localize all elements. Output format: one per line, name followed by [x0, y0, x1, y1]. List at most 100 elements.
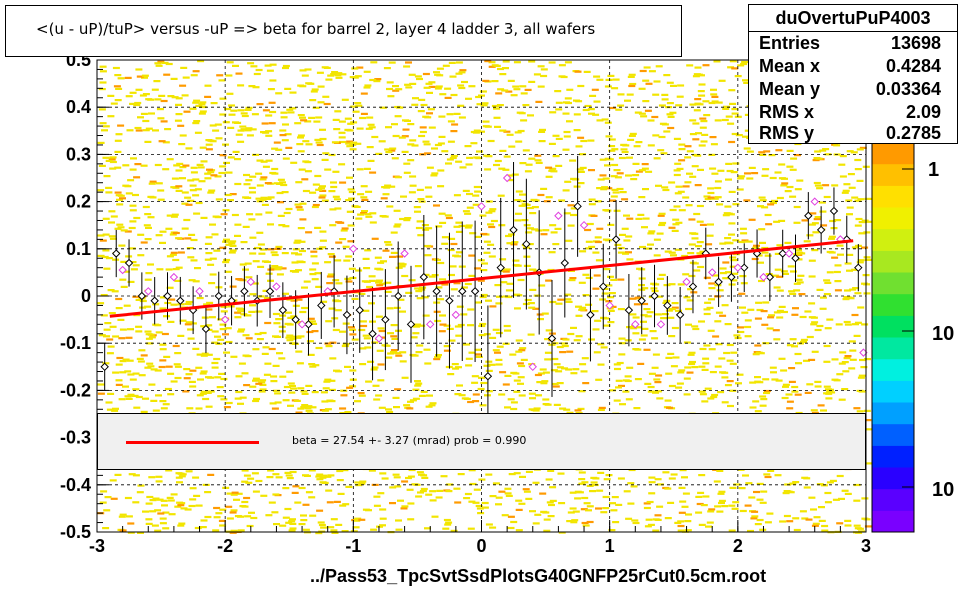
scatter-cell [137, 360, 145, 363]
scatter-cell [249, 191, 256, 194]
scatter-cell [301, 306, 309, 310]
scatter-cell [539, 368, 547, 371]
scatter-cell [393, 406, 400, 409]
scatter-cell [297, 84, 305, 87]
scatter-cell [200, 354, 208, 357]
scatter-cell [508, 145, 516, 148]
scatter-cell [593, 274, 601, 277]
scatter-cell [754, 523, 762, 526]
scatter-cell [651, 366, 659, 369]
scatter-cell [469, 482, 477, 486]
scatter-cell [491, 80, 499, 83]
scatter-cell [628, 468, 636, 472]
scatter-cell [109, 160, 117, 164]
scatter-cell [373, 80, 381, 83]
scatter-cell [394, 388, 402, 391]
scatter-cell [455, 230, 463, 233]
scatter-cell [222, 261, 230, 264]
scatter-cell [294, 336, 302, 339]
scatter-cell [104, 322, 112, 325]
scatter-cell [519, 347, 527, 350]
scatter-cell [290, 315, 298, 318]
scatter-cell [594, 319, 602, 322]
scatter-cell [119, 328, 127, 331]
scatter-cell [153, 80, 161, 83]
scatter-cell [567, 511, 575, 514]
scatter-cell [793, 221, 801, 224]
scatter-cell [414, 323, 421, 326]
scatter-cell [359, 320, 367, 323]
scatter-cell [215, 342, 223, 345]
scatter-cell [731, 507, 739, 510]
profile-magenta-marker [502, 173, 512, 183]
scatter-cell [389, 486, 397, 489]
scatter-cell [629, 82, 637, 86]
scatter-cell [248, 310, 256, 313]
profile-magenta-marker [195, 287, 204, 296]
scatter-cell [230, 109, 238, 112]
scatter-cell [305, 409, 313, 412]
scatter-cell [290, 161, 298, 164]
scatter-cell [744, 319, 752, 322]
scatter-cell [155, 234, 163, 237]
scatter-cell [166, 255, 174, 258]
scatter-cell [621, 227, 629, 230]
scatter-cell [259, 388, 267, 391]
scatter-cell [617, 308, 625, 311]
scatter-cell [383, 186, 391, 189]
scatter-cell [857, 376, 865, 379]
scatter-cell [838, 497, 845, 500]
scatter-cell [125, 336, 133, 339]
scatter-cell [115, 297, 123, 301]
scatter-cell [746, 177, 754, 180]
scatter-cell [622, 252, 629, 255]
scatter-cell [804, 310, 812, 313]
scatter-cell [105, 257, 113, 260]
scatter-cell [485, 473, 493, 476]
scatter-cell [207, 171, 215, 174]
scatter-cell [591, 88, 599, 91]
scatter-cell [218, 372, 226, 375]
scatter-cell [277, 201, 284, 204]
scatter-cell [600, 188, 608, 191]
scatter-cell [532, 481, 540, 484]
scatter-cell [159, 296, 167, 299]
scatter-cell [265, 211, 273, 214]
scatter-cell [728, 233, 735, 236]
scatter-cell [250, 516, 258, 520]
scatter-cell [218, 519, 226, 522]
scatter-cell [717, 492, 725, 495]
scatter-cell [729, 389, 737, 392]
scatter-cell [795, 249, 802, 252]
scatter-cell [331, 317, 339, 320]
scatter-cell [648, 481, 656, 484]
scatter-cell [694, 102, 702, 105]
scatter-cell [97, 383, 105, 386]
scatter-cell [522, 488, 530, 491]
scatter-cell [135, 129, 143, 132]
scatter-cell [841, 361, 849, 364]
scatter-cell [531, 206, 539, 209]
scatter-cell [497, 194, 505, 197]
stats-name: duOvertuPuP4003 [749, 5, 957, 32]
scatter-cell [315, 346, 323, 350]
scatter-cell [714, 119, 722, 122]
scatter-cell [863, 409, 871, 412]
scatter-cell [135, 88, 143, 91]
scatter-cell [575, 145, 583, 148]
profile-black-marker [675, 310, 685, 320]
scatter-cell [107, 94, 115, 97]
scatter-cell [724, 241, 732, 244]
scatter-cell [262, 165, 270, 168]
scatter-cell [781, 310, 788, 314]
scatter-cell [474, 348, 482, 351]
scatter-cell [588, 338, 595, 341]
scatter-cell [677, 529, 685, 532]
scatter-cell [479, 322, 487, 326]
scatter-cell [320, 391, 328, 394]
scatter-cell [450, 242, 458, 246]
scatter-cell [664, 487, 672, 490]
scatter-cell [796, 179, 804, 182]
scatter-cell [422, 72, 430, 76]
scatter-cell [273, 523, 280, 526]
